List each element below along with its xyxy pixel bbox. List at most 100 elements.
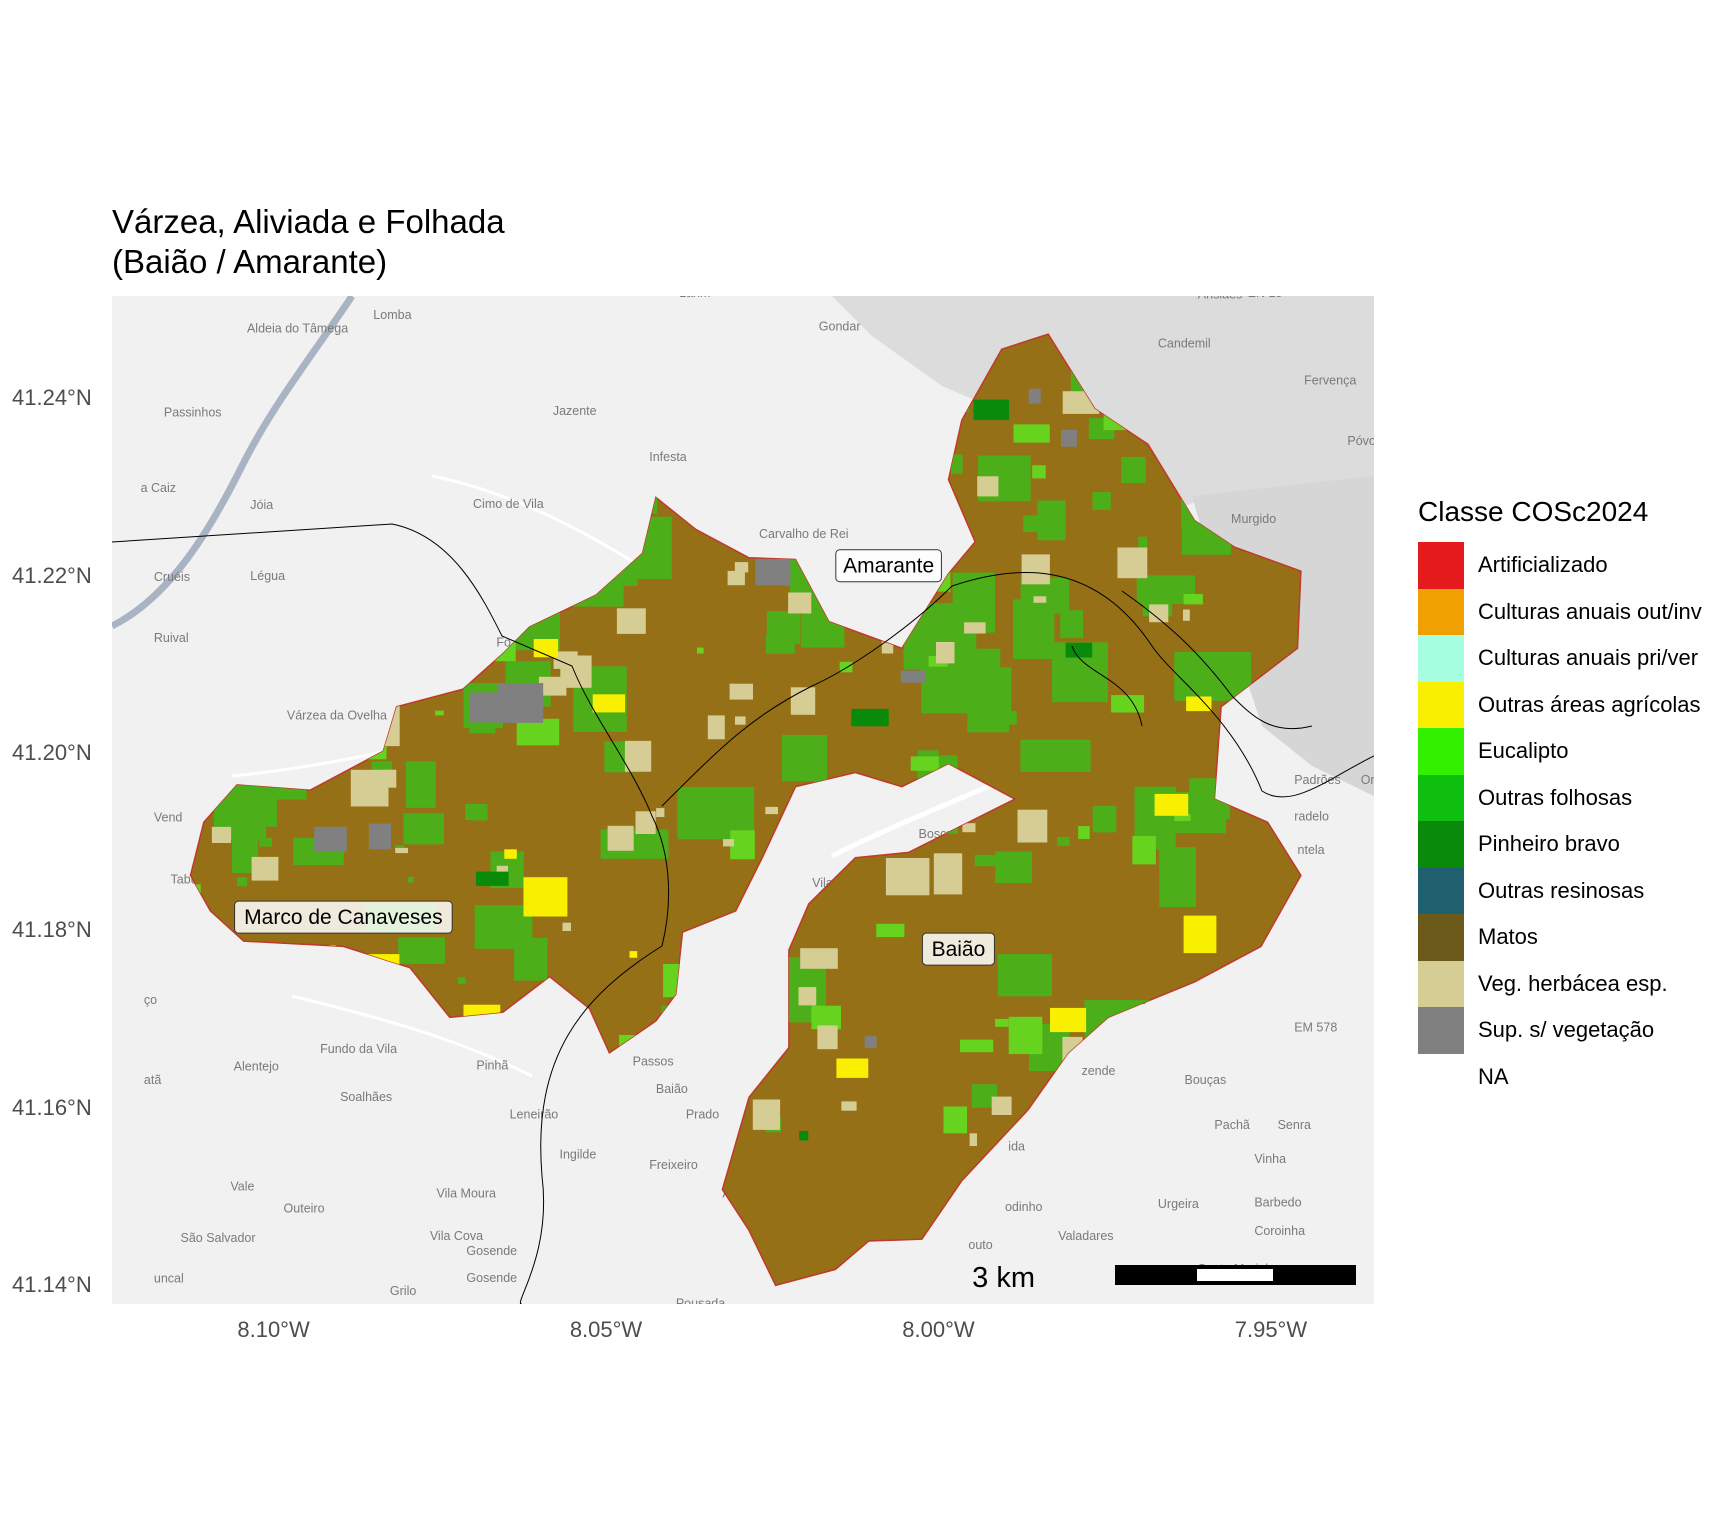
land-cover-patch xyxy=(707,715,725,740)
land-cover-patch xyxy=(995,851,1033,883)
land-cover-patch xyxy=(851,708,889,727)
legend-swatch xyxy=(1418,728,1464,775)
land-cover-patch xyxy=(210,708,236,733)
place-label-text: Baião xyxy=(932,938,986,961)
land-cover-patch xyxy=(1132,835,1156,865)
basemap-label: Jóia xyxy=(250,498,273,512)
land-cover-patch xyxy=(592,694,626,713)
land-cover-patch xyxy=(693,419,704,438)
land-cover-patch xyxy=(1028,388,1041,404)
legend-swatch xyxy=(1418,821,1464,868)
land-cover-patch xyxy=(843,404,855,417)
land-cover-patch xyxy=(962,823,976,833)
basemap-label: EN 15 xyxy=(1248,296,1283,300)
basemap-label: Lomba xyxy=(373,308,411,322)
land-cover-patch xyxy=(897,431,910,443)
basemap-label: Larim xyxy=(679,296,710,300)
basemap-label: Leneirão xyxy=(510,1108,559,1122)
land-cover-patch xyxy=(808,445,840,472)
legend-item: Veg. herbácea esp. xyxy=(1418,960,1702,1007)
land-cover-patch xyxy=(921,667,1012,714)
land-cover-patch xyxy=(465,803,488,821)
land-cover-patch xyxy=(284,571,297,584)
legend-swatch xyxy=(1418,1007,1464,1054)
land-cover-patch xyxy=(463,1004,501,1039)
land-cover-patch xyxy=(239,655,264,690)
land-cover-patch xyxy=(1069,1041,1097,1061)
basemap-label: odinho xyxy=(1005,1200,1043,1214)
place-label-amarante: Amarante xyxy=(835,549,942,583)
land-cover-patch xyxy=(237,393,255,406)
land-cover-patch xyxy=(211,826,232,843)
land-cover-patch xyxy=(697,647,704,654)
land-cover-patch xyxy=(368,823,391,850)
land-cover-patch xyxy=(470,692,511,723)
land-cover-patch xyxy=(864,1036,877,1049)
legend-item: Outras áreas agrícolas xyxy=(1418,681,1702,728)
land-cover-patch xyxy=(539,990,555,1005)
land-cover-patch xyxy=(407,876,414,883)
basemap-label: Padrões xyxy=(1294,773,1341,787)
basemap-label: atã xyxy=(144,1073,161,1087)
land-cover-patch xyxy=(195,731,210,741)
land-cover-patch xyxy=(1123,1050,1147,1070)
land-cover-patch xyxy=(474,905,533,949)
land-cover-patch xyxy=(1194,1132,1203,1148)
land-cover-patch xyxy=(251,856,279,881)
land-cover-patch xyxy=(1017,809,1048,843)
land-cover-patch xyxy=(395,847,408,854)
land-cover-patch xyxy=(674,368,702,394)
land-cover-patch xyxy=(1060,610,1083,639)
land-cover-patch xyxy=(1149,604,1169,623)
land-cover-patch xyxy=(297,1071,326,1114)
land-cover-patch xyxy=(317,1065,344,1090)
map-canvas[interactable]: Aldeia do Tâmega Lomba Larim Gondar Ansiães C… xyxy=(112,296,1374,1304)
land-cover-patch xyxy=(876,923,905,938)
land-cover-patch xyxy=(261,1110,285,1126)
land-cover-patch xyxy=(1183,609,1190,621)
map-panel[interactable]: Aldeia do Tâmega Lomba Larim Gondar Ansiães C… xyxy=(112,296,1374,1304)
basemap-label: Fundo da Vila xyxy=(320,1042,397,1056)
land-cover-patch xyxy=(778,488,796,509)
land-cover-patch xyxy=(820,801,853,840)
land-cover-patch xyxy=(731,953,755,966)
land-cover-patch xyxy=(1121,456,1146,484)
boundary-line xyxy=(1071,590,1313,730)
land-cover-patch xyxy=(814,778,828,797)
legend-swatch xyxy=(1418,867,1464,914)
land-cover-patch xyxy=(1111,695,1145,713)
basemap-label: São Salvador xyxy=(180,1231,255,1245)
basemap-label: Grilo xyxy=(390,1284,416,1298)
land-cover-patch xyxy=(1127,1119,1192,1181)
x-tick-label: 7.95°W xyxy=(1234,1317,1308,1342)
legend-swatch xyxy=(1418,774,1464,821)
land-cover-patch xyxy=(859,357,869,367)
land-cover-patch xyxy=(883,444,924,466)
land-cover-patch xyxy=(973,399,1010,421)
land-cover-patch xyxy=(1021,554,1050,585)
land-cover-patch xyxy=(688,378,712,407)
land-cover-patch xyxy=(403,813,444,845)
land-cover-patch xyxy=(933,853,963,895)
land-cover-patch xyxy=(262,1092,299,1128)
y-tick-label: 41.20°N xyxy=(12,739,92,765)
legend-item: Outras folhosas xyxy=(1418,774,1702,821)
basemap-label: Cimo de Vila xyxy=(473,497,544,511)
land-cover-patch xyxy=(432,1104,452,1118)
basemap-label: Passinhos xyxy=(164,406,222,420)
legend-label: Eucalipto xyxy=(1478,738,1569,764)
land-cover-patch xyxy=(1183,915,1217,954)
land-cover-patch xyxy=(1159,847,1196,907)
legend-item: Sup. s/ vegetação xyxy=(1418,1007,1702,1054)
legend-item: Outras resinosas xyxy=(1418,867,1702,914)
legend-label: Matos xyxy=(1478,924,1538,950)
land-cover-patch xyxy=(869,436,894,476)
land-cover-patch xyxy=(375,1141,403,1162)
land-cover-patch xyxy=(692,437,703,443)
basemap-label: Infesta xyxy=(649,450,687,464)
land-cover-patch xyxy=(616,608,646,634)
land-cover-patch xyxy=(457,977,466,985)
land-cover-region xyxy=(189,333,1302,1287)
y-tick-label: 41.14°N xyxy=(12,1272,92,1298)
legend-label: Outras folhosas xyxy=(1478,784,1633,810)
